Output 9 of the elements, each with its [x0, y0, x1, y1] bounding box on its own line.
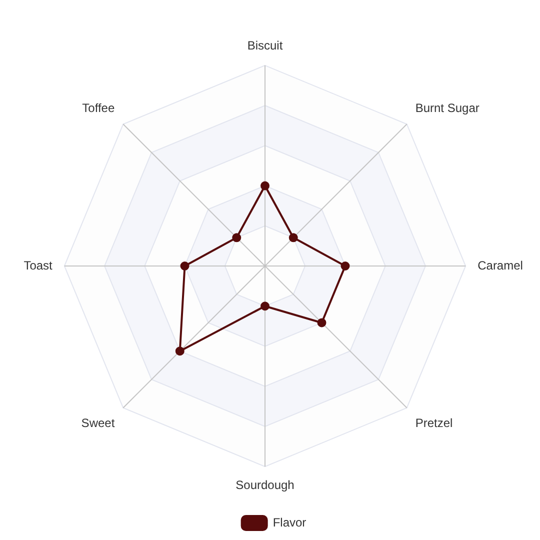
- spoke-label: Sourdough: [236, 478, 294, 492]
- spoke-label: Burnt Sugar: [415, 100, 480, 115]
- spoke-label: Toffee: [82, 100, 115, 115]
- spoke-label: Pretzel: [415, 416, 453, 430]
- legend-label: Flavor: [272, 515, 306, 530]
- spoke-label: Toast: [24, 258, 54, 272]
- spoke-label: Biscuit: [247, 38, 284, 53]
- spoke-label: Sweet: [81, 416, 116, 430]
- spoke-label: Caramel: [478, 258, 523, 272]
